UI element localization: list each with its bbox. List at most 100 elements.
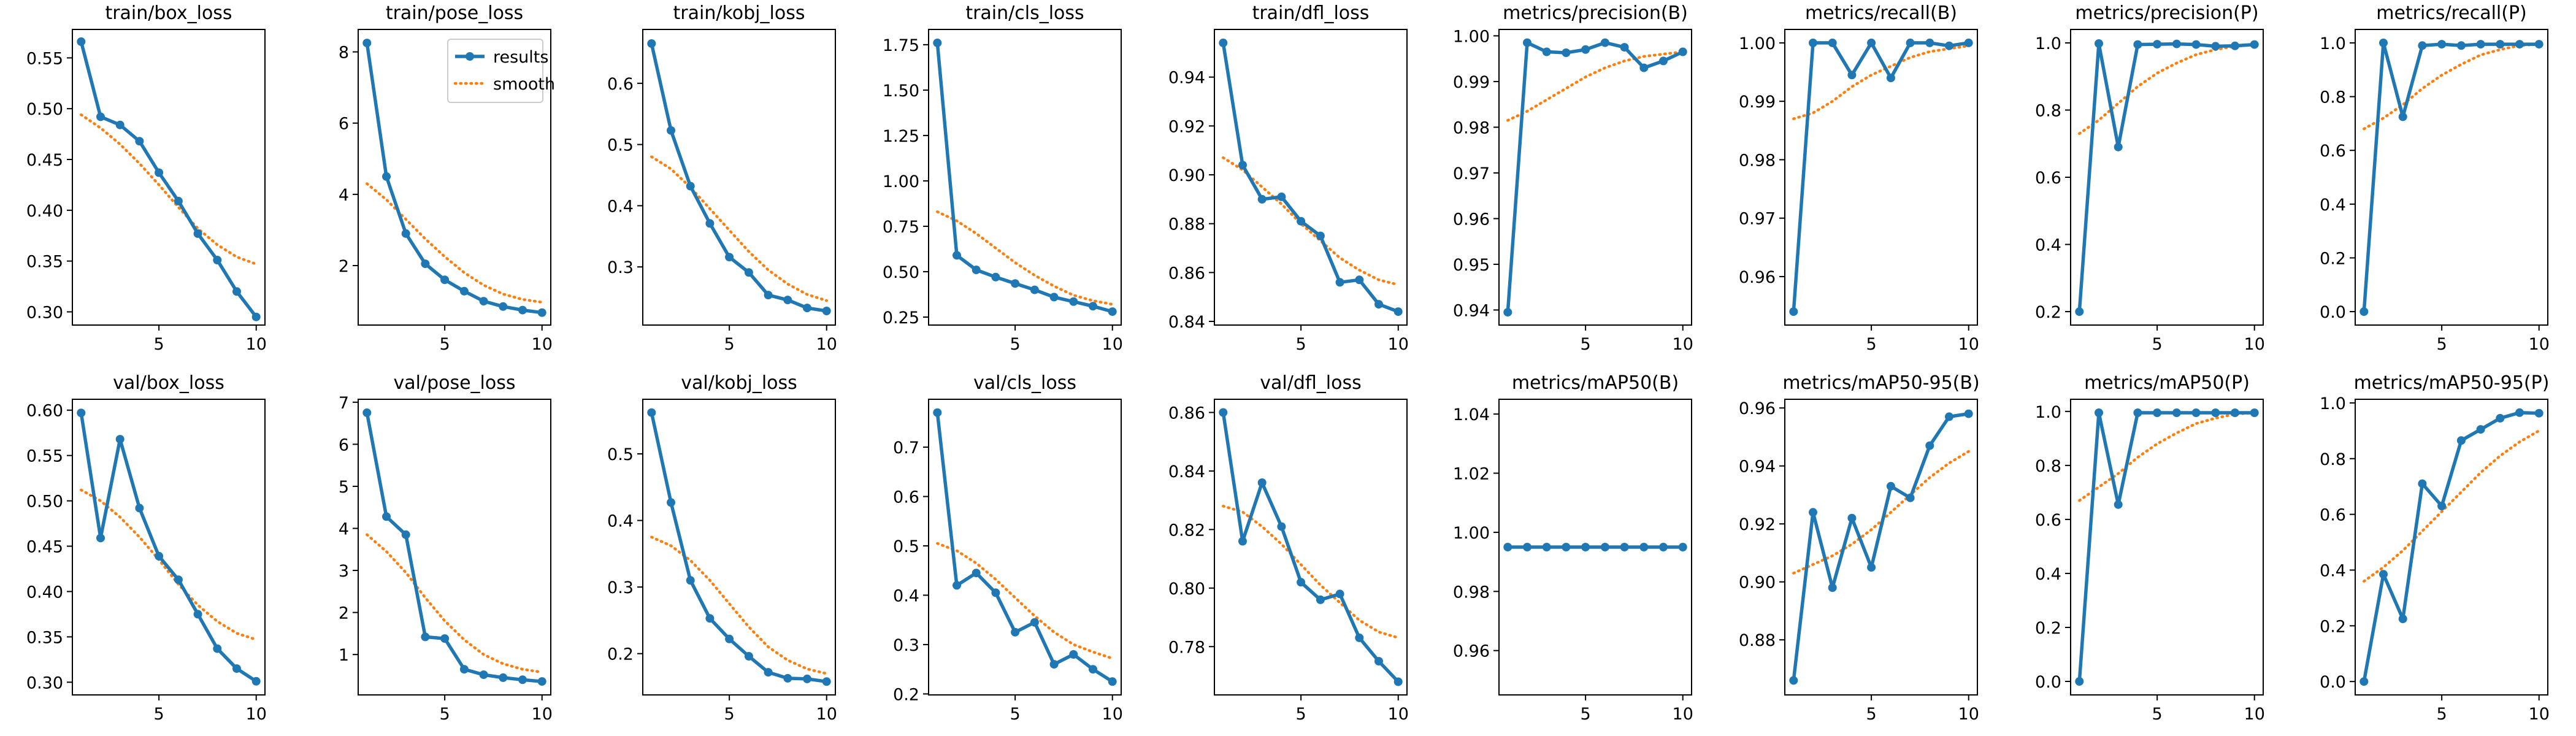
results-point xyxy=(440,275,450,285)
chart-panel: train/box_loss 0.30 0.35 0.40 0.45 0.50 0.55 5 1… xyxy=(26,2,267,354)
smooth-line xyxy=(650,155,828,302)
y-tick-label: 0.6 xyxy=(2320,142,2346,161)
x-tick-label: 5 xyxy=(1296,705,1306,724)
y-tick-label: 6 xyxy=(339,115,349,134)
results-point xyxy=(1600,38,1609,47)
y-tick-label: 0.40 xyxy=(26,202,63,221)
y-tick-label: 0.55 xyxy=(26,447,63,466)
y-tick-label: 0.8 xyxy=(2320,450,2346,469)
y-tick-label: 0.92 xyxy=(1168,117,1205,136)
results-point xyxy=(362,408,372,417)
legend: results smooth xyxy=(447,39,555,103)
y-tick-label: 0.45 xyxy=(26,538,63,557)
results-line xyxy=(365,412,542,683)
results-point xyxy=(2191,408,2201,417)
results-point xyxy=(2496,40,2505,49)
results-point xyxy=(1503,543,1512,551)
y-tick-label: 0.50 xyxy=(26,493,63,512)
results-point xyxy=(1542,543,1551,551)
results-point xyxy=(1581,543,1590,551)
results-line xyxy=(1792,412,1969,681)
results-point xyxy=(725,634,734,643)
results-point xyxy=(1659,543,1668,551)
chart-title: metrics/precision(P) xyxy=(2075,2,2258,24)
results-point xyxy=(1069,650,1078,659)
results-point xyxy=(1238,537,1247,546)
results-point xyxy=(2095,408,2103,417)
x-tick-label: 10 xyxy=(2244,705,2265,724)
chart-panel: val/pose_loss 1 2 3 4 5 6 7 5 10 xyxy=(339,372,553,724)
results-point xyxy=(1945,41,1953,50)
results-point xyxy=(2476,425,2485,434)
y-tick-label: 0.98 xyxy=(1453,118,1490,137)
results-point xyxy=(518,675,527,684)
x-tick-label: 5 xyxy=(1866,705,1877,724)
results-point xyxy=(2418,41,2427,50)
y-tick-label: 0.2 xyxy=(607,645,634,664)
plot-area xyxy=(2075,408,2259,686)
plot-area xyxy=(1503,38,1687,317)
smooth-line xyxy=(2363,429,2540,583)
results-point xyxy=(1049,660,1059,669)
smooth-line xyxy=(650,535,828,675)
results-point xyxy=(991,588,1000,597)
chart-title: train/pose_loss xyxy=(386,2,523,24)
y-tick-label: 0.6 xyxy=(2035,511,2061,530)
results-point xyxy=(822,677,831,686)
x-tick-label: 5 xyxy=(1866,335,1877,354)
results-point xyxy=(1886,481,1895,491)
x-tick-label: 5 xyxy=(1010,335,1021,354)
y-tick-label: 0.6 xyxy=(2035,169,2061,188)
results-point xyxy=(232,287,241,296)
y-tick-label: 0.4 xyxy=(607,197,634,216)
results-point xyxy=(2515,40,2524,49)
results-point xyxy=(2114,142,2123,151)
y-tick-label: 0.25 xyxy=(883,309,919,328)
results-point xyxy=(1562,543,1571,551)
plot-area xyxy=(1503,543,1687,551)
plot-area xyxy=(647,39,831,315)
y-tick-label: 0.4 xyxy=(2320,196,2346,215)
y-tick-label: 0.86 xyxy=(1168,404,1205,423)
results-point xyxy=(1639,63,1649,72)
x-tick-label: 5 xyxy=(724,705,735,724)
x-tick-label: 10 xyxy=(816,705,837,724)
y-tick-label: 0.0 xyxy=(2035,673,2061,692)
chart-panel: val/box_loss 0.30 0.35 0.40 0.45 0.50 0.55 0.60… xyxy=(26,372,267,724)
y-tick-label: 0.40 xyxy=(26,583,63,602)
results-point xyxy=(2456,41,2466,50)
y-tick-label: 0.50 xyxy=(883,263,919,282)
results-point xyxy=(972,569,981,578)
results-point xyxy=(1964,409,1973,418)
y-tick-label: 1.0 xyxy=(2035,34,2061,53)
results-line xyxy=(1221,412,1400,683)
chart-title: train/box_loss xyxy=(105,2,232,24)
y-tick-label: 1.00 xyxy=(1453,524,1490,543)
chart-title: metrics/mAP50-95(B) xyxy=(1782,372,1979,394)
results-point xyxy=(2250,408,2259,417)
results-point xyxy=(1089,302,1097,311)
y-tick-label: 0.6 xyxy=(607,75,634,94)
results-point xyxy=(1523,543,1531,551)
chart-title: val/dfl_loss xyxy=(1260,372,1361,394)
results-point xyxy=(479,670,488,680)
y-tick-label: 0.3 xyxy=(607,258,634,277)
results-point xyxy=(1316,595,1325,604)
results-point xyxy=(1581,45,1590,54)
y-tick-label: 0.84 xyxy=(1168,313,1205,332)
plot-area xyxy=(2075,39,2259,316)
results-line xyxy=(650,412,827,684)
plot-area xyxy=(362,39,546,317)
results-point xyxy=(2211,42,2220,51)
results-point xyxy=(1277,522,1286,531)
y-tick-label: 7 xyxy=(339,394,349,413)
results-point xyxy=(96,112,105,121)
results-point xyxy=(1335,589,1344,599)
chart-panel: train/pose_loss 2 4 6 8 5 10 results smooth xyxy=(339,2,555,354)
results-point xyxy=(1925,38,1934,47)
results-point xyxy=(1238,161,1247,170)
results-point xyxy=(421,259,430,269)
results-point xyxy=(135,137,144,146)
results-point xyxy=(686,576,695,585)
x-tick-label: 5 xyxy=(2152,335,2163,354)
